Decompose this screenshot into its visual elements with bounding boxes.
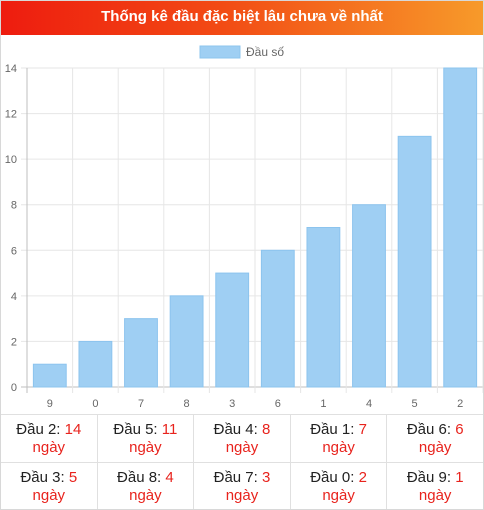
- y-tick-label: 12: [5, 109, 17, 121]
- bar: [169, 295, 204, 388]
- stats-table: Đầu 2: 14 ngày Đầu 5: 11 ngày Đầu 4: 8 ngày…: [1, 414, 483, 509]
- y-tick-label: 4: [11, 291, 17, 303]
- bar: [78, 340, 113, 388]
- bar: [215, 272, 250, 388]
- y-tick-label: 0: [11, 382, 17, 394]
- bar: [306, 227, 341, 388]
- bar: [352, 204, 386, 388]
- x-tick-label: 4: [366, 398, 372, 410]
- x-tick-label: 1: [320, 398, 326, 410]
- stats-cell: Đầu 9: 1 ngày: [386, 463, 483, 509]
- legend-label: Đầu số: [246, 45, 284, 59]
- stats-cell: Đầu 1: 7 ngày: [289, 415, 387, 462]
- stats-cell: Đầu 0: 2 ngày: [289, 463, 387, 509]
- bar: [260, 249, 295, 388]
- y-tick-label: 8: [11, 200, 17, 212]
- bar: [443, 67, 478, 388]
- y-tick-label: 6: [11, 245, 17, 257]
- x-tick-label: 2: [457, 398, 463, 410]
- x-tick-label: 0: [92, 398, 98, 410]
- x-tick-label: 6: [275, 398, 281, 410]
- stats-cell: Đầu 3: 5 ngày: [20, 469, 78, 504]
- stats-row: Đầu 3: 5 ngày Đầu 8: 4 ngày Đầu 7: 3 ngày Đ…: [1, 462, 483, 509]
- x-tick-label: 3: [229, 398, 235, 410]
- bar: [124, 318, 158, 388]
- legend-swatch: [199, 45, 241, 59]
- bar: [397, 135, 432, 388]
- bar: [32, 363, 67, 388]
- y-tick-label: 14: [5, 63, 17, 75]
- x-tick-label: 5: [412, 398, 418, 410]
- stats-cell: Đầu 2: 14 ngày: [16, 421, 82, 456]
- stats-cell: Đầu 4: 8 ngày: [193, 415, 290, 462]
- y-tick-label: 2: [11, 336, 17, 348]
- x-tick-label: 9: [47, 398, 53, 410]
- stats-cell: Đầu 5: 11 ngày: [96, 415, 194, 462]
- stats-cell: Đầu 6: 6 ngày: [386, 415, 483, 462]
- y-tick-label: 10: [5, 154, 17, 166]
- page-title: Thống kê đầu đặc biệt lâu chưa về nhất: [1, 1, 483, 35]
- stats-row: Đầu 2: 14 ngày Đầu 5: 11 ngày Đầu 4: 8 ngày…: [1, 415, 483, 462]
- x-tick-label: 7: [138, 398, 144, 410]
- x-tick-label: 8: [184, 398, 190, 410]
- stats-cell: Đầu 7: 3 ngày: [193, 463, 290, 509]
- stats-cell: Đầu 8: 4 ngày: [96, 463, 194, 509]
